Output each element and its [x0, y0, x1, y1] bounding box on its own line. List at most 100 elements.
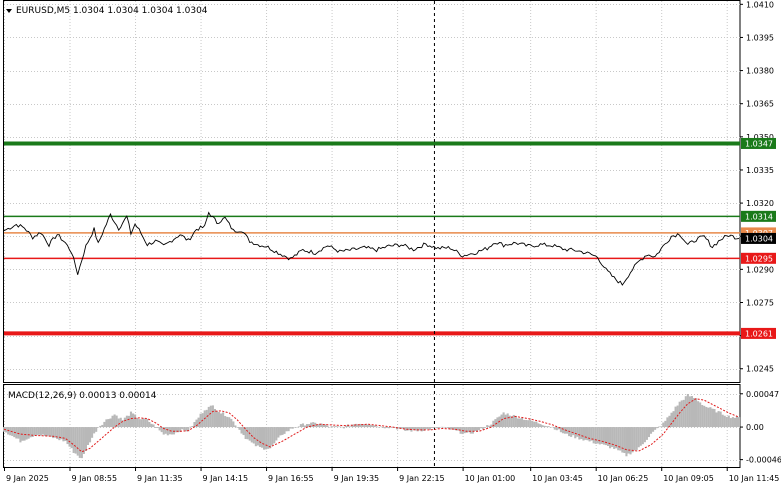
macd-bar: [271, 427, 274, 446]
price-axis-label: 1.0320: [746, 199, 774, 208]
price-axis-label: 1.0275: [746, 298, 774, 307]
macd-bar: [222, 412, 225, 428]
macd-bar: [711, 408, 714, 428]
macd-bar: [113, 414, 116, 428]
macd-bar: [342, 427, 345, 429]
macd-bar: [97, 427, 100, 428]
macd-bar: [539, 424, 542, 428]
macd-bar: [48, 427, 51, 436]
price-axis-label: 1.0365: [746, 100, 774, 109]
macd-bar: [363, 424, 366, 428]
macd-bar: [25, 427, 28, 440]
macd-bar: [580, 427, 583, 440]
macd-bar: [672, 411, 675, 428]
macd-bar: [105, 419, 108, 428]
macd-bar: [469, 427, 472, 434]
macd-bar: [144, 419, 147, 428]
macd-bar: [455, 427, 458, 431]
macd-bar: [17, 427, 20, 439]
macd-bar: [258, 427, 262, 447]
time-axis-label: 9 Jan 19:35: [334, 474, 380, 483]
level-tag-label: 1.0314: [745, 212, 773, 221]
macd-bar: [717, 411, 720, 428]
macd-bar: [338, 426, 341, 428]
macd-bar: [547, 426, 550, 428]
macd-bar: [641, 427, 644, 445]
time-axis-label: 10 Jan 03:45: [532, 474, 583, 483]
macd-bar: [138, 419, 141, 428]
macd-bar: [310, 422, 313, 428]
macd-bar: [50, 427, 53, 437]
macd-bar: [158, 427, 161, 431]
macd-bar: [211, 405, 214, 428]
macd-bar: [72, 427, 75, 453]
price-axis-label: 1.0380: [746, 67, 774, 76]
macd-bar: [312, 422, 315, 428]
level-tag-support-1: [741, 252, 776, 264]
macd-bar: [156, 427, 159, 428]
macd-bar: [541, 425, 544, 428]
macd-bar: [715, 412, 718, 428]
macd-bar: [559, 427, 562, 433]
macd-bar: [62, 427, 65, 442]
macd-bar: [52, 427, 55, 439]
macd-bar: [725, 416, 728, 428]
macd-bar: [668, 415, 671, 428]
macd-bar: [451, 427, 454, 429]
macd-bar: [602, 427, 605, 445]
macd-bar: [179, 427, 182, 433]
macd-bar: [43, 427, 47, 437]
macd-bar: [516, 418, 519, 428]
macd-bar: [289, 427, 292, 429]
macd-bar: [621, 427, 624, 453]
macd-bar: [76, 427, 79, 456]
macd-bar: [428, 427, 431, 431]
macd-bar: [537, 423, 540, 428]
macd-bar: [619, 427, 622, 451]
macd-bar: [510, 416, 513, 428]
macd-bar: [635, 427, 638, 450]
macd-bar: [340, 426, 343, 428]
macd-bar: [439, 426, 442, 428]
macd-bar: [658, 426, 661, 428]
macd-bar: [594, 427, 597, 444]
macd-bar: [230, 418, 233, 428]
macd-bar: [570, 427, 573, 437]
macd-bar: [226, 416, 229, 428]
macd-bar: [334, 426, 337, 428]
macd-bar: [699, 402, 702, 428]
macd-bar: [19, 427, 22, 443]
macd-bar: [359, 423, 362, 428]
macd-bar: [574, 427, 577, 439]
macd-bar: [654, 427, 657, 430]
macd-bar: [688, 396, 691, 428]
symbol-menu-triangle-icon[interactable]: [6, 9, 12, 13]
time-axis-label: 9 Jan 22:15: [399, 474, 445, 483]
macd-bar: [191, 426, 194, 428]
macd-bar: [146, 418, 149, 428]
macd-bar: [649, 427, 653, 434]
macd-bar: [88, 427, 92, 443]
macd-bar: [299, 424, 302, 428]
symbol-title[interactable]: EURUSD,M5 1.0304 1.0304 1.0304 1.0304: [16, 6, 208, 16]
macd-bar: [551, 426, 554, 428]
macd-bar: [606, 427, 610, 446]
macd-bar: [29, 427, 32, 438]
macd-bar: [553, 427, 556, 430]
price-pane-frame: [3, 0, 741, 383]
macd-bar: [500, 414, 503, 428]
macd-bar: [666, 417, 669, 428]
macd-bar: [119, 417, 122, 428]
macd-bar: [78, 427, 81, 458]
price-axis: 1.0410 1.0395 1.0380 1.0365 1.0350 1.0335 1.03…: [740, 0, 776, 374]
macd-bar: [232, 421, 235, 428]
macd-bar: [533, 421, 536, 428]
macd-bar: [561, 427, 565, 434]
macd-bar: [660, 426, 663, 428]
macd-bar: [70, 427, 73, 449]
macd-bar: [189, 426, 192, 428]
macd-bar: [353, 424, 356, 428]
macd-bar: [588, 427, 591, 442]
macd-bar: [404, 427, 407, 431]
